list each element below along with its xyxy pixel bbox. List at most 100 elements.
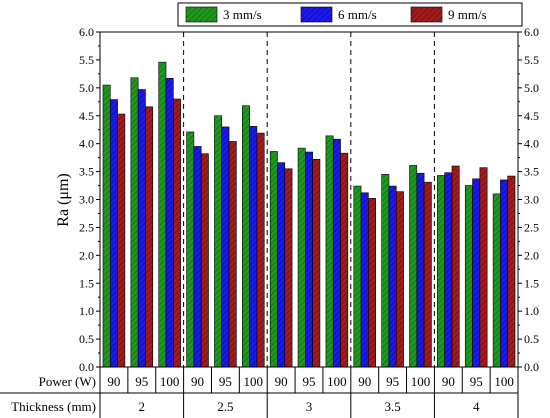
legend-swatch xyxy=(300,6,333,23)
bar-9-mm-s-2 xyxy=(145,106,154,368)
y-tick-label-right: 1.0 xyxy=(524,304,539,318)
y-tick-label-left: 4.0 xyxy=(79,137,94,151)
y-tick-label-left: 1.5 xyxy=(79,276,94,290)
bar-3-mm-s-4 xyxy=(186,131,195,368)
bar-3-mm-s-11 xyxy=(381,174,390,368)
y-tick-label-left: 2.0 xyxy=(79,248,94,262)
y-tick-label-left: 1.0 xyxy=(79,304,94,318)
bar-6-mm-s-14 xyxy=(472,178,481,368)
bar-9-mm-s-5 xyxy=(228,141,237,368)
bar-3-mm-s-12 xyxy=(409,165,418,368)
bar-9-mm-s-10 xyxy=(368,198,376,368)
power-label: 90 xyxy=(358,374,371,389)
row-label-thickness: Thickness (mm) xyxy=(11,399,96,414)
bar-6-mm-s-5 xyxy=(221,126,230,368)
bar-3-mm-s-14 xyxy=(464,185,473,368)
y-tick-label-right: 2.0 xyxy=(524,248,539,262)
legend-swatch xyxy=(410,6,443,23)
y-tick-label-right: 3.5 xyxy=(524,165,539,179)
power-label: 90 xyxy=(107,374,120,389)
power-label: 90 xyxy=(275,374,288,389)
power-label: 90 xyxy=(191,374,204,389)
power-label: 100 xyxy=(494,374,514,389)
y-tick-label-right: 1.5 xyxy=(524,276,539,290)
y-axis-label: Ra (μm) xyxy=(55,173,72,226)
bar-6-mm-s-4 xyxy=(193,146,202,368)
legend-label: 6 mm/s xyxy=(338,7,377,22)
power-label: 100 xyxy=(160,374,180,389)
power-label: 100 xyxy=(411,374,431,389)
y-tick-label-right: 5.0 xyxy=(524,81,539,95)
bar-3-mm-s-6 xyxy=(242,105,250,368)
bar-3-mm-s-13 xyxy=(437,175,445,368)
bar-9-mm-s-13 xyxy=(451,165,460,368)
bar-6-mm-s-3 xyxy=(165,78,174,368)
bar-6-mm-s-6 xyxy=(249,126,258,368)
bar-9-mm-s-6 xyxy=(256,132,265,368)
thickness-label: 3 xyxy=(306,399,313,414)
bar-9-mm-s-12 xyxy=(423,181,432,368)
y-tick-label-right: 3.0 xyxy=(524,193,539,207)
legend: 3 mm/s 6 mm/s 9 mm/s xyxy=(177,2,523,27)
y-tick-label-right: 2.5 xyxy=(524,220,539,234)
y-tick-label-left: 5.0 xyxy=(79,81,94,95)
power-label: 100 xyxy=(327,374,347,389)
thickness-label: 2 xyxy=(139,399,146,414)
legend-label: 3 mm/s xyxy=(223,7,262,22)
power-label: 100 xyxy=(244,374,264,389)
bar-3-mm-s-9 xyxy=(325,135,334,368)
power-label: 95 xyxy=(135,374,148,389)
y-tick-label-left: 0.0 xyxy=(79,360,94,374)
y-tick-label-right: 5.5 xyxy=(524,53,539,67)
bar-3-mm-s-3 xyxy=(158,61,167,368)
row-label-power: Power (W) xyxy=(39,374,96,389)
y-tick-label-left: 5.5 xyxy=(79,53,94,67)
category-table: Power (W) Thickness (mm) 90 95 100 2 90 95 100 2.… xyxy=(0,367,519,418)
y-tick-label-left: 2.5 xyxy=(79,220,94,234)
power-label: 95 xyxy=(303,374,316,389)
legend-swatch xyxy=(185,6,218,23)
power-label: 95 xyxy=(386,374,399,389)
y-tick-label-left: 3.0 xyxy=(79,193,94,207)
bar-9-mm-s-14 xyxy=(479,167,488,368)
bar-9-mm-s-4 xyxy=(200,153,209,368)
y-tick-label-right: 6.0 xyxy=(524,25,539,39)
bar-9-mm-s-3 xyxy=(173,98,181,368)
thickness-label: 4 xyxy=(473,399,480,414)
power-label: 90 xyxy=(442,374,455,389)
bar-3-mm-s-2 xyxy=(130,77,139,368)
y-tick-label-right: 4.5 xyxy=(524,109,539,123)
bar-6-mm-s-1 xyxy=(109,99,118,368)
y-tick-label-left: 0.5 xyxy=(79,332,94,346)
y-tick-label-right: 4.0 xyxy=(524,137,539,151)
bar-6-mm-s-7 xyxy=(277,162,286,368)
power-label: 95 xyxy=(470,374,483,389)
y-tick-label-left: 4.5 xyxy=(79,109,94,123)
bar-6-mm-s-8 xyxy=(305,151,313,368)
y-tick-label-right: 0.5 xyxy=(524,332,539,346)
bars-layer xyxy=(102,61,516,368)
thickness-label: 2.5 xyxy=(217,399,233,414)
bar-3-mm-s-7 xyxy=(269,151,278,368)
bar-6-mm-s-9 xyxy=(332,138,341,368)
bar-3-mm-s-5 xyxy=(214,115,223,368)
bar-3-mm-s-8 xyxy=(297,147,306,368)
bar-6-mm-s-12 xyxy=(416,172,425,368)
bar-6-mm-s-10 xyxy=(360,192,369,368)
y-tick-label-left: 6.0 xyxy=(79,25,94,39)
thickness-label: 3.5 xyxy=(384,399,400,414)
bar-3-mm-s-10 xyxy=(353,185,362,368)
power-label: 95 xyxy=(219,374,232,389)
y-tick-label-left: 3.5 xyxy=(79,165,94,179)
bar-3-mm-s-15 xyxy=(492,193,501,368)
legend-label: 9 mm/s xyxy=(448,7,487,22)
bar-6-mm-s-13 xyxy=(444,172,453,368)
bar-9-mm-s-11 xyxy=(395,191,404,368)
y-tick-label-right: 0.0 xyxy=(524,360,539,374)
bar-9-mm-s-1 xyxy=(117,113,126,368)
bar-9-mm-s-15 xyxy=(507,175,516,368)
bar-6-mm-s-2 xyxy=(137,89,146,368)
bar-9-mm-s-7 xyxy=(284,168,293,368)
axes-layer: 0.0 0.0 0.5 0.5 1.0 1.0 1.5 1.5 2.0 2.0 2.5 2.5 3.0 3… xyxy=(79,25,539,374)
